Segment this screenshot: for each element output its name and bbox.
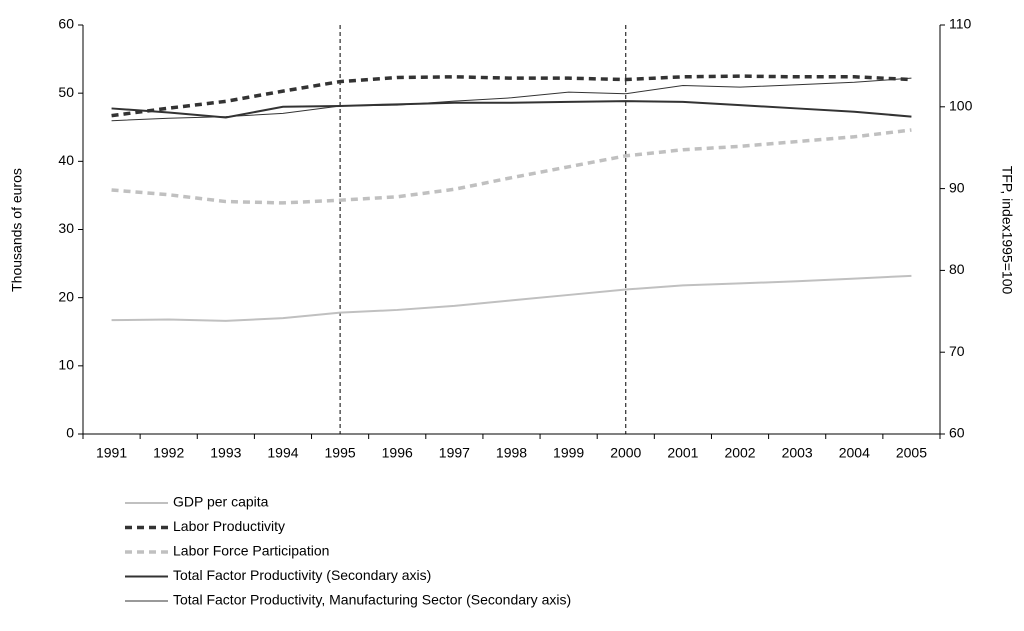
x-tick-label: 2004 xyxy=(839,445,870,461)
y-tick-label: 0 xyxy=(66,425,74,441)
legend-label: GDP per capita xyxy=(173,494,269,510)
legend-label: Total Factor Productivity, Manufacturing… xyxy=(173,592,571,608)
y-axis-title: Thousands of euros xyxy=(9,168,25,292)
y2-tick-label: 80 xyxy=(949,261,965,277)
x-tick-label: 2000 xyxy=(610,445,641,461)
x-tick-label: 1997 xyxy=(439,445,470,461)
legend-label: Labor Force Participation xyxy=(173,543,329,559)
y-tick-label: 10 xyxy=(58,357,74,373)
y-tick-label: 50 xyxy=(58,84,74,100)
x-tick-label: 2005 xyxy=(896,445,927,461)
series-line xyxy=(111,74,912,118)
y-tick-label: 20 xyxy=(58,288,74,304)
y2-tick-label: 60 xyxy=(949,425,965,441)
x-tick-label: 1992 xyxy=(153,445,184,461)
x-tick-label: 1996 xyxy=(382,445,413,461)
legend-label: Labor Productivity xyxy=(173,518,285,534)
y-tick-label: 60 xyxy=(58,16,74,32)
x-tick-label: 1994 xyxy=(267,445,298,461)
series-line xyxy=(111,100,912,119)
x-tick-label: 1998 xyxy=(496,445,527,461)
legend-label: Total Factor Productivity (Secondary axi… xyxy=(173,567,431,583)
y2-tick-label: 90 xyxy=(949,179,965,195)
x-tick-label: 1993 xyxy=(210,445,241,461)
x-tick-label: 1995 xyxy=(325,445,356,461)
x-tick-label: 1999 xyxy=(553,445,584,461)
y2-tick-label: 100 xyxy=(949,98,973,114)
series-line xyxy=(111,77,912,122)
series-line xyxy=(111,274,912,322)
y2-tick-label: 70 xyxy=(949,343,965,359)
series-line xyxy=(111,128,912,205)
x-tick-label: 2001 xyxy=(667,445,698,461)
y2-axis-title: TFP, index1995=100 xyxy=(999,166,1015,295)
y2-tick-label: 110 xyxy=(949,16,972,32)
x-tick-label: 2003 xyxy=(782,445,813,461)
x-tick-label: 2002 xyxy=(724,445,755,461)
y-tick-label: 40 xyxy=(58,152,74,168)
x-tick-label: 1991 xyxy=(96,445,127,461)
y-tick-label: 30 xyxy=(58,220,74,236)
